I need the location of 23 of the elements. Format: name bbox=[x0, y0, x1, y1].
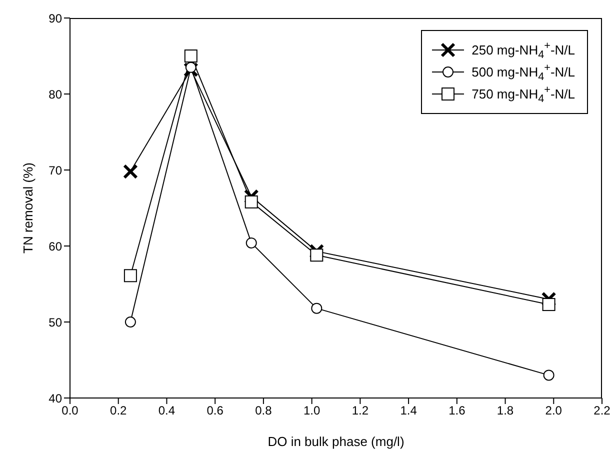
x-tick-label: 0.8 bbox=[255, 404, 272, 418]
legend-label: 500 mg-NH$_{4}$$^{+}$-N/L bbox=[472, 62, 575, 82]
x-tick-label: 0.2 bbox=[110, 404, 128, 418]
x-tick-label: 1.2 bbox=[352, 404, 369, 418]
y-tick-label: 90 bbox=[48, 11, 62, 26]
x-tick-label: 1.4 bbox=[400, 404, 418, 418]
y-tick-label: 70 bbox=[48, 163, 62, 178]
x-tick-label: 0.0 bbox=[62, 404, 79, 418]
x-tick-label: 1.6 bbox=[448, 404, 466, 418]
legend-label: 250 mg-NH$_{4}$$^{+}$-N/L bbox=[472, 40, 575, 60]
y-tick-label: 40 bbox=[48, 391, 62, 406]
legend-label: 750 mg-NH$_{4}$$^{+}$-N/L bbox=[472, 84, 575, 104]
x-tick-label: 1.8 bbox=[496, 404, 514, 418]
x-tick-label: 0.4 bbox=[158, 404, 176, 418]
y-tick-label: 50 bbox=[48, 315, 62, 330]
y-tick-label: 60 bbox=[48, 239, 62, 254]
x-axis-title: DO in bulk phase (mg/l) bbox=[268, 434, 404, 449]
x-tick-label: 2.2 bbox=[594, 404, 610, 418]
x-tick-label: 0.6 bbox=[206, 404, 224, 418]
x-tick-label: 2.0 bbox=[545, 404, 562, 418]
y-axis-title: TN removal (%) bbox=[20, 162, 36, 254]
y-tick-label: 80 bbox=[48, 87, 62, 102]
x-tick-label: 1.0 bbox=[303, 404, 320, 418]
